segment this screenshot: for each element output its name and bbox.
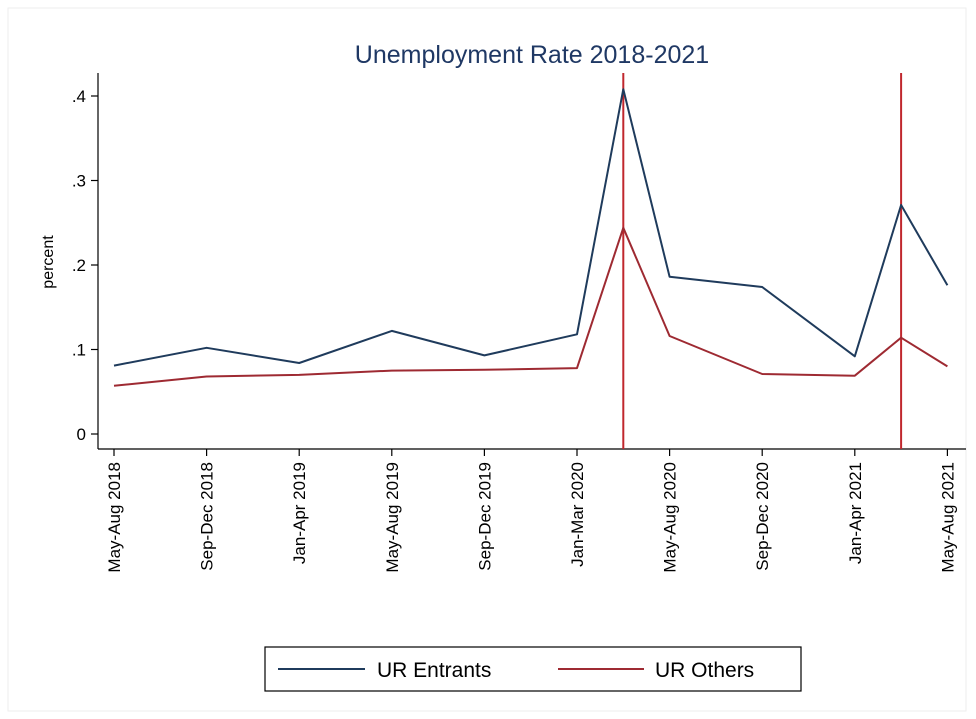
y-tick-label: .1 <box>72 341 86 360</box>
series-line-ur-entrants <box>113 88 949 367</box>
y-ticks: 0 .1 .2 .3 .4 <box>72 87 98 444</box>
y-tick-label: .3 <box>72 172 86 191</box>
legend-label-ur-others: UR Others <box>655 659 754 682</box>
legend: UR Entrants UR Others <box>264 646 802 692</box>
y-tick-label: .2 <box>72 256 86 275</box>
x-tick-label: Sep-Dec 2019 <box>475 462 494 571</box>
y-axis-label: percent <box>40 235 57 289</box>
x-tick-label: Jan-Apr 2021 <box>846 462 865 564</box>
x-tick-label: May-Aug 2021 <box>938 462 957 573</box>
x-tick-label: May-Aug 2020 <box>661 462 680 573</box>
legend-label-ur-entrants: UR Entrants <box>377 659 491 682</box>
x-ticks: May-Aug 2018 Sep-Dec 2018 Jan-Apr 2019 May-… <box>105 449 957 573</box>
x-tick-label: Sep-Dec 2018 <box>198 462 217 571</box>
chart-title: Unemployment Rate 2018-2021 <box>355 41 709 69</box>
series-lines <box>113 88 949 387</box>
x-tick-label: Jan-Mar 2020 <box>568 462 587 567</box>
x-tick-label: May-Aug 2019 <box>383 462 402 573</box>
y-tick-label: .4 <box>72 87 86 106</box>
y-tick-label: 0 <box>77 425 86 444</box>
series-line-ur-others <box>113 226 948 387</box>
reference-lines <box>622 73 903 449</box>
chart-background <box>7 7 967 712</box>
x-tick-label: Jan-Apr 2019 <box>290 462 309 564</box>
x-tick-label: Sep-Dec 2020 <box>753 462 772 571</box>
x-tick-label: May-Aug 2018 <box>105 462 124 573</box>
